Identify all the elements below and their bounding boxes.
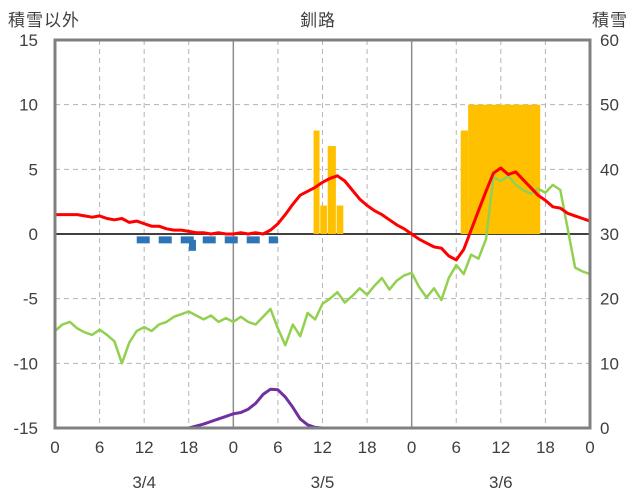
blue-dashed-indicator-tick [188,239,196,251]
snowfall-bars-orange-bar [313,130,320,234]
hour-tick-label: 18 [179,438,198,457]
hour-tick-label: 0 [229,438,238,457]
snowfall-bars-orange-bar [327,146,336,234]
hour-tick-label: 18 [536,438,555,457]
left-tick-label: -15 [13,419,38,438]
left-tick-label: 5 [29,160,38,179]
right-tick-label: 50 [600,96,619,115]
hour-tick-label: 0 [585,438,594,457]
snowfall-bars-orange-bar [320,205,327,234]
hour-tick-label: 6 [273,438,282,457]
hour-tick-label: 0 [50,438,59,457]
right-axis-title: 積雪 [592,11,628,30]
date-label: 3/6 [489,473,513,492]
right-tick-label: 60 [600,31,619,50]
left-tick-label: -5 [23,290,38,309]
hour-tick-label: 12 [491,438,510,457]
left-tick-label: -10 [13,354,38,373]
right-tick-label: 30 [600,225,619,244]
right-tick-label: 0 [600,419,609,438]
hour-tick-label: 12 [313,438,332,457]
snowfall-bars-orange-bar [460,130,469,234]
left-tick-label: 0 [29,225,38,244]
left-axis-title: 積雪以外 [8,11,80,30]
snowfall-bars-orange-bar [336,205,344,234]
date-label: 3/5 [311,473,335,492]
hour-tick-label: 18 [358,438,377,457]
plot-border [53,38,592,430]
hour-tick-label: 0 [407,438,416,457]
green-line [53,174,592,365]
hour-tick-label: 6 [452,438,461,457]
temperature-red [53,166,592,262]
chart-title: 釧路 [300,11,336,30]
date-label: 3/4 [132,473,156,492]
right-tick-label: 10 [600,354,619,373]
left-tick-label: 10 [19,96,38,115]
right-tick-label: 20 [600,290,619,309]
hour-tick-label: 12 [135,438,154,457]
right-tick-label: 40 [600,160,619,179]
hour-tick-label: 6 [95,438,104,457]
left-tick-label: 15 [19,31,38,50]
